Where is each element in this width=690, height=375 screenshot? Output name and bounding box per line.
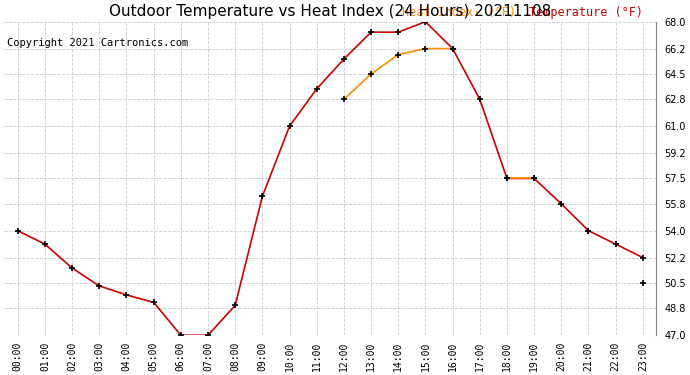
Title: Outdoor Temperature vs Heat Index (24 Hours) 20211108: Outdoor Temperature vs Heat Index (24 Ho… xyxy=(109,4,551,19)
Text: Copyright 2021 Cartronics.com: Copyright 2021 Cartronics.com xyxy=(7,38,188,48)
Text: Temperature (°F): Temperature (°F) xyxy=(529,6,643,19)
Text: Heat Index· (°F): Heat Index· (°F) xyxy=(402,6,523,19)
